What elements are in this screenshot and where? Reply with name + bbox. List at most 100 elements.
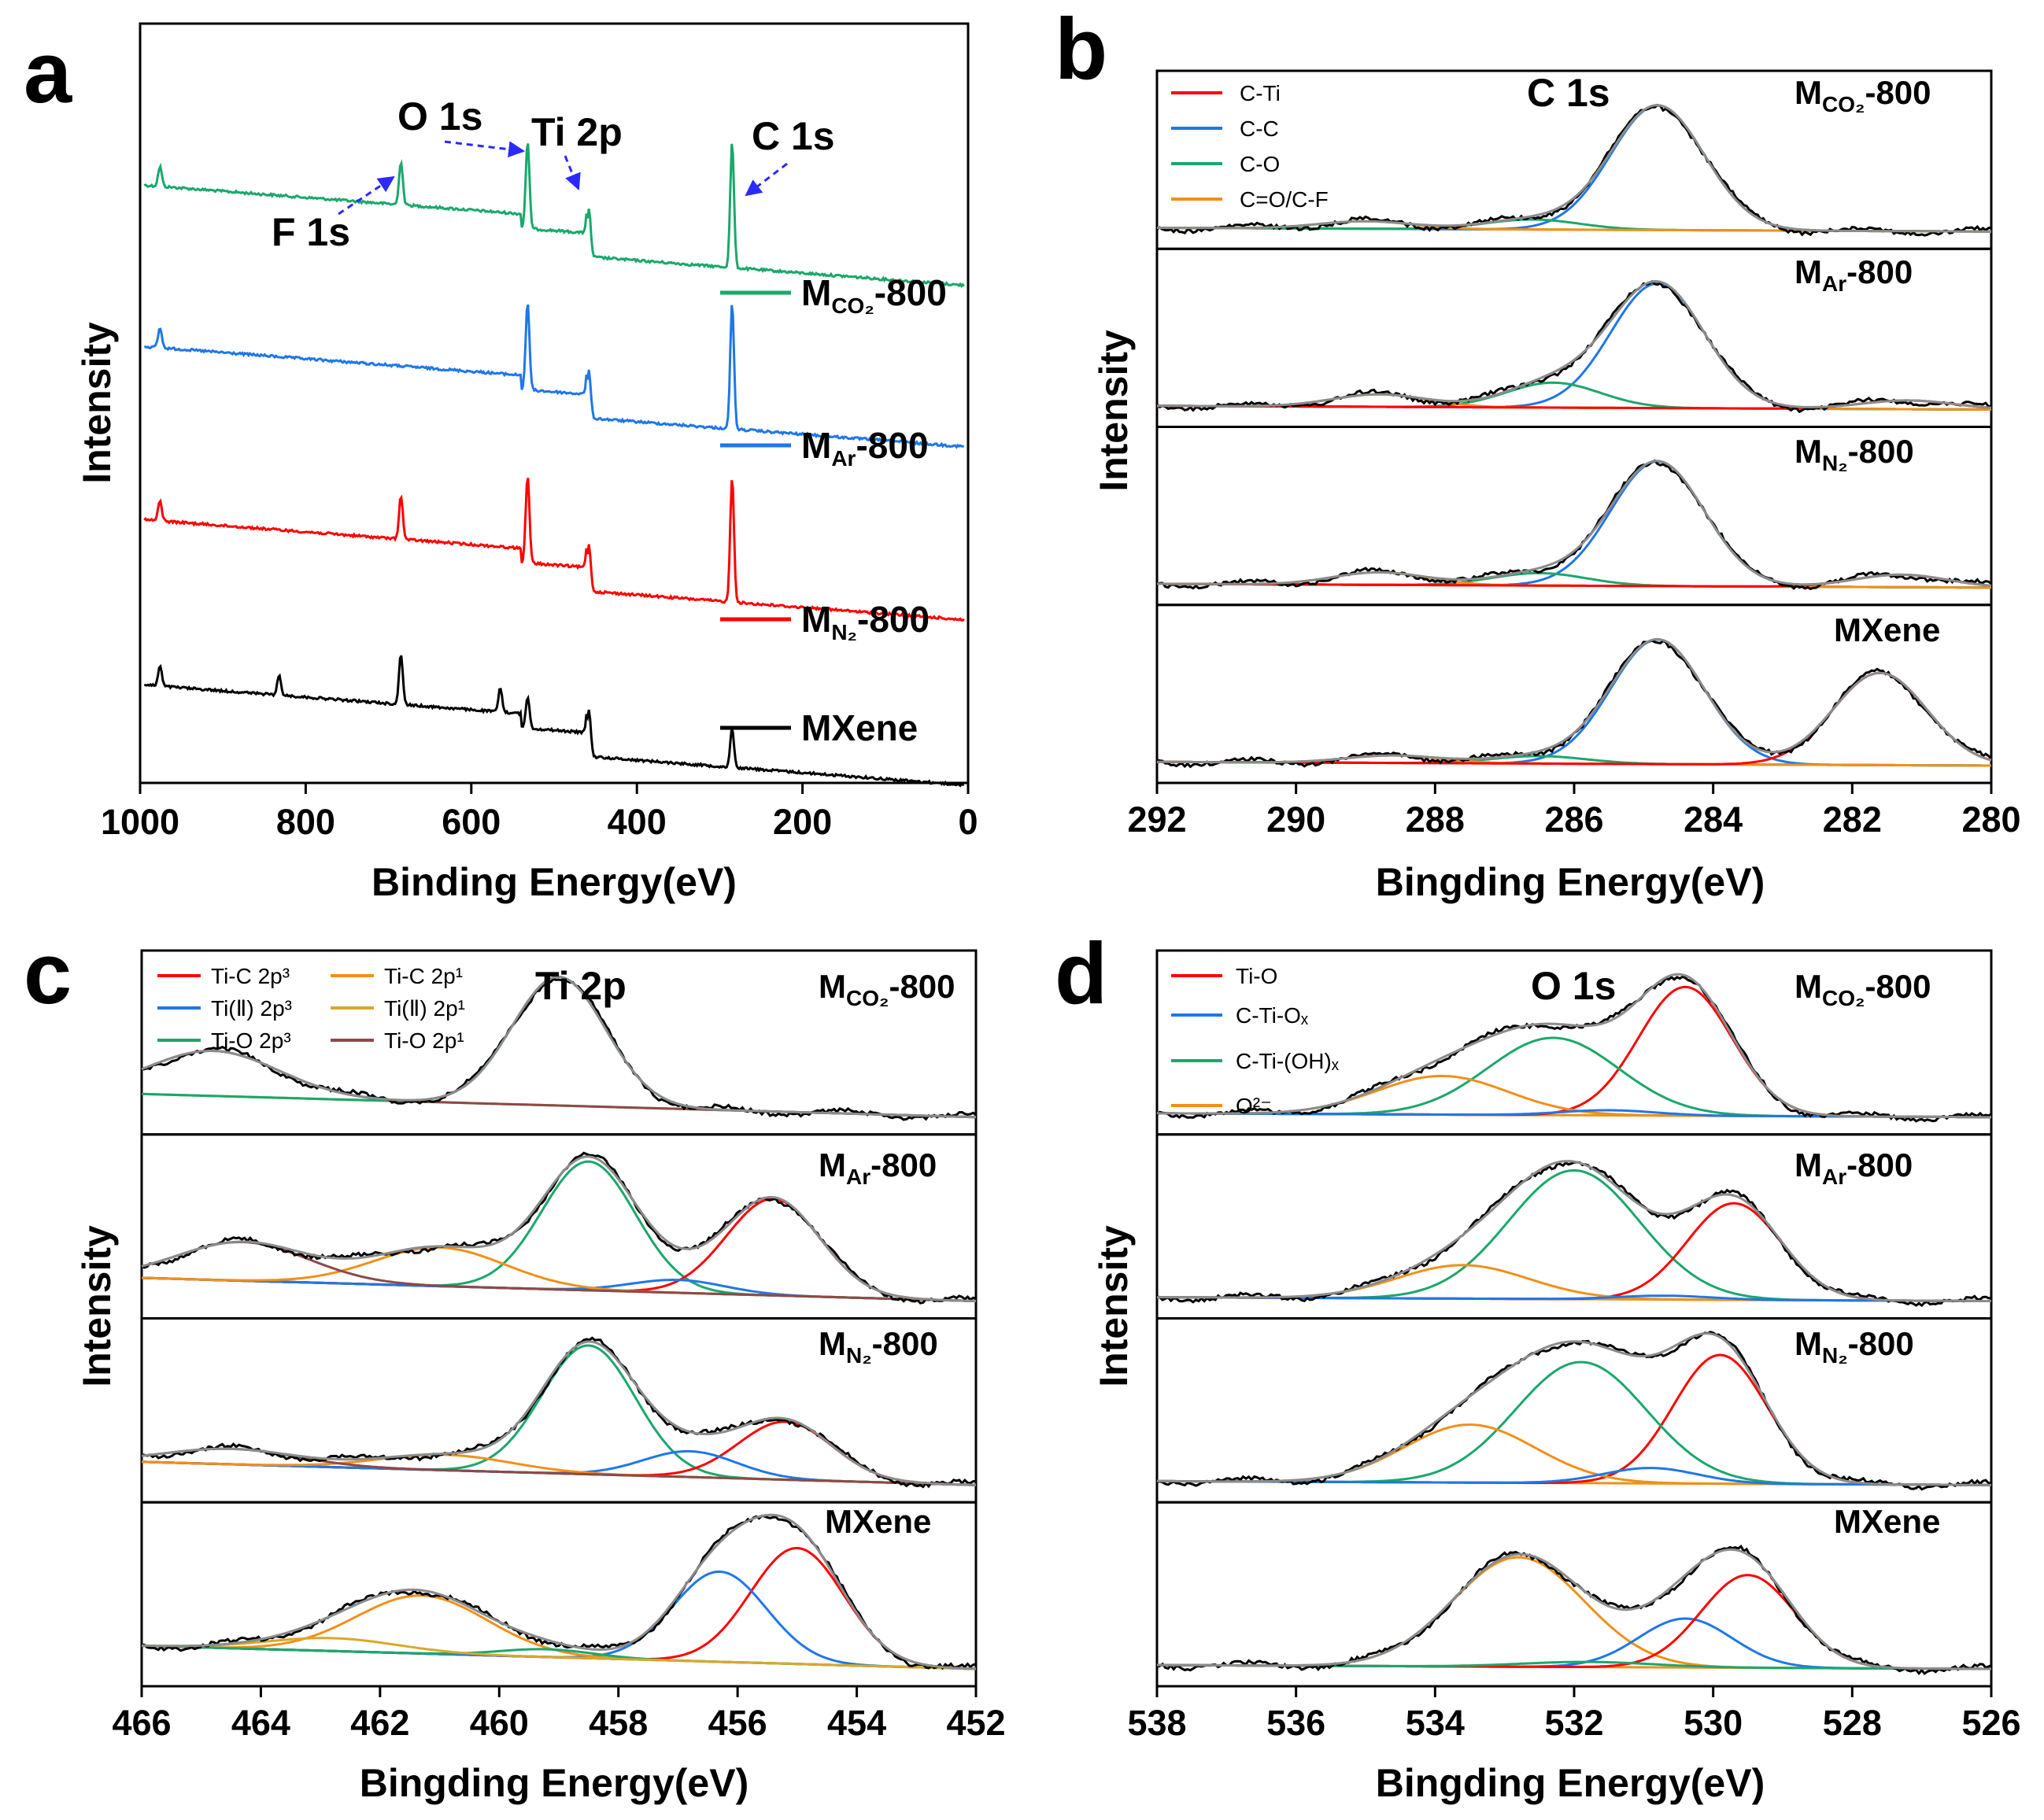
panel-b-title: C 1s (1527, 71, 1610, 115)
xaxis-tick-label: 460 (470, 1703, 529, 1743)
raw-data-line (141, 977, 977, 1121)
xaxis-tick-label: 280 (1961, 799, 2020, 840)
svg-text:Ti(Ⅱ) 2p¹: Ti(Ⅱ) 2p¹ (384, 996, 465, 1021)
arrow-o1s (444, 140, 526, 158)
svg-text:Ti(Ⅱ) 2p³: Ti(Ⅱ) 2p³ (211, 996, 292, 1021)
component-ti-2p- (141, 1570, 977, 1670)
panel-d-sample-n2: MN₂-800 (1795, 1325, 1914, 1368)
svg-text:Ti-O 2p¹: Ti-O 2p¹ (384, 1028, 464, 1053)
xaxis-tick-label: 288 (1406, 799, 1465, 840)
panel-c-title: Ti 2p (535, 964, 627, 1008)
raw-data-line (1156, 1544, 1992, 1676)
panel-c: c 466 464 462 460 458 456 454 452 Bingding Ener… (24, 925, 1006, 1805)
svg-text:C-O: C-O (1240, 152, 1280, 176)
xaxis-tick-label: 528 (1823, 1703, 1882, 1743)
component-c-c (1156, 638, 1991, 767)
panel-b-sample-n2: MN₂-800 (1795, 433, 1914, 475)
panel-a-tick-label: 0 (958, 802, 978, 842)
raw-data-line (1156, 459, 1992, 591)
svg-text:C-C: C-C (1240, 116, 1279, 141)
component-ti-c-2p- (141, 1198, 977, 1302)
fit-envelope-line (1156, 973, 1991, 1119)
panel-a-tick-label: 600 (442, 802, 501, 842)
survey-line-3 (143, 478, 965, 622)
fit-envelope-line (1157, 460, 1992, 587)
component-c-ti-o- (1156, 1467, 1991, 1486)
annotation-o1s: O 1s (397, 94, 482, 138)
component-ti-2p- (141, 1637, 977, 1670)
arrow-c1s (745, 162, 788, 197)
panel-a-tick-label: 800 (276, 802, 335, 842)
svg-text:C-Ti-Oₓ: C-Ti-Oₓ (1236, 1003, 1309, 1028)
xaxis-tick-label: 464 (231, 1703, 290, 1743)
svg-text:C-Ti-(OH)ₓ: C-Ti-(OH)ₓ (1236, 1049, 1340, 1073)
component-c-c (1157, 104, 1991, 233)
svg-text:Ti-O: Ti-O (1236, 964, 1277, 988)
panel-d-sample-mxene: MXene (1834, 1503, 1940, 1540)
component-c-c (1156, 282, 1991, 411)
raw-data-line (1156, 103, 1992, 237)
xaxis-tick-label: 458 (589, 1703, 648, 1743)
panel-c-ylabel: Intensity (75, 1225, 119, 1387)
subpanel-frame (140, 1133, 978, 1320)
panel-b-sample-mxene: MXene (1834, 611, 1940, 648)
panel-c-sample-mxene: MXene (825, 1503, 931, 1540)
panel-c-sample-ar: MAr-800 (819, 1146, 937, 1189)
panel-a-tick-label: 400 (608, 802, 667, 842)
panel-c-legend: Ti-C 2p³ Ti(Ⅱ) 2p³ Ti-O 2p³ Ti-C 2p¹ Ti(… (157, 964, 465, 1053)
fit-envelope-line (141, 1340, 977, 1486)
panel-a-xlabel: Binding Energy(eV) (371, 860, 737, 904)
fit-envelope-line (1157, 1160, 1991, 1302)
arrow-ti2p (564, 155, 581, 190)
svg-text:MN₂-800: MN₂-800 (801, 599, 930, 644)
fit-envelope-line (1157, 104, 1991, 233)
svg-text:MAr-800: MAr-800 (801, 425, 929, 471)
component-ti-o-2p- (141, 1050, 977, 1119)
xaxis-tick-label: 286 (1544, 799, 1603, 840)
xaxis-tick-label: 530 (1684, 1703, 1743, 1743)
raw-data-line (141, 1514, 977, 1670)
legend-ar: MAr-800 (720, 425, 929, 471)
panel-a-spectra (143, 143, 965, 788)
panel-d-sample-co2: MCO₂-800 (1795, 968, 1931, 1010)
arrow-f1s (338, 175, 395, 216)
fit-envelope-line (141, 1513, 977, 1670)
panel-a-xaxis: 1000 800 600 400 200 0 (101, 783, 978, 842)
panel-d-ylabel: Intensity (1092, 1225, 1136, 1387)
survey-line-1 (143, 143, 965, 289)
panel-c-sample-n2: MN₂-800 (819, 1325, 938, 1368)
fit-envelope-line (1156, 637, 1992, 764)
panel-a-tick-label: 200 (773, 802, 832, 842)
raw-data-line (1155, 279, 1992, 414)
panel-d: d 538 536 534 532 530 528 526 Bingding Energy(… (1055, 925, 2021, 1805)
panel-d-xlabel: Bingding Energy(eV) (1376, 1761, 1765, 1805)
raw-data-line (1156, 639, 1993, 769)
panel-b-plot: 292 290 288 286 284 282 280 (1127, 69, 2021, 840)
survey-line-4 (144, 655, 964, 788)
raw-data-line (1156, 1161, 1992, 1308)
panel-b-ylabel: Intensity (1092, 330, 1136, 492)
component-ti-o (1156, 1353, 1991, 1486)
svg-text:MCO₂-800: MCO₂-800 (801, 272, 947, 318)
svg-text:Ti-C 2p³: Ti-C 2p³ (211, 964, 290, 988)
panel-a-label: a (24, 24, 72, 121)
svg-text:MXene: MXene (801, 707, 918, 748)
component-o- (1156, 1423, 1991, 1486)
legend-co2: MCO₂-800 (720, 272, 947, 318)
xaxis-tick-label: 282 (1823, 799, 1882, 840)
panel-a-frame (139, 22, 970, 784)
xaxis-tick-label: 452 (946, 1703, 1005, 1743)
subpanel-frame (140, 1501, 978, 1688)
survey-line-2 (143, 304, 964, 449)
xaxis-tick-label: 466 (112, 1703, 171, 1743)
xaxis-tick-label: 536 (1266, 1703, 1325, 1743)
panel-d-sample-ar: MAr-800 (1795, 1146, 1913, 1189)
component-c-ti-oh- (1157, 1168, 1991, 1302)
raw-data-line (1155, 975, 1992, 1123)
xaxis-tick-label: 456 (708, 1703, 767, 1743)
panel-a: a 1000 800 600 400 200 0 Binding Energy(eV) I… (24, 22, 978, 904)
svg-text:Ti-O 2p³: Ti-O 2p³ (211, 1028, 291, 1053)
panel-d-title: O 1s (1531, 964, 1616, 1008)
panel-a-tick-label: 1000 (101, 802, 179, 842)
